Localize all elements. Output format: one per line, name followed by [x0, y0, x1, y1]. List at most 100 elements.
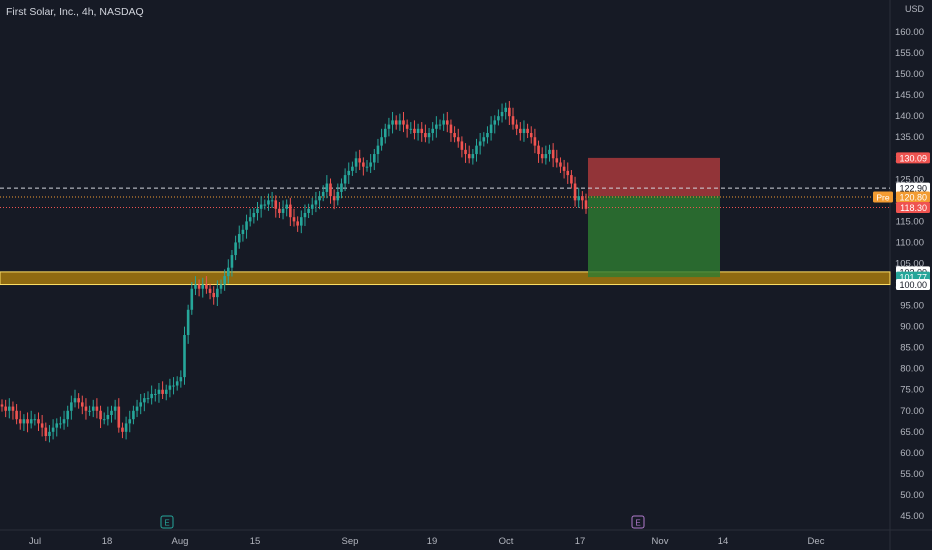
candle[interactable]	[164, 389, 168, 394]
candle[interactable]	[66, 410, 69, 420]
candle[interactable]	[289, 204, 292, 218]
candle[interactable]	[29, 419, 33, 424]
candle[interactable]	[515, 124, 518, 129]
candle[interactable]	[219, 284, 223, 289]
candle[interactable]	[321, 191, 325, 197]
candle[interactable]	[197, 284, 201, 289]
candle[interactable]	[456, 137, 460, 142]
candle[interactable]	[449, 124, 453, 134]
candle[interactable]	[584, 200, 588, 209]
candle[interactable]	[33, 419, 37, 421]
candle[interactable]	[208, 288, 212, 293]
candle[interactable]	[551, 149, 555, 159]
candle[interactable]	[15, 410, 18, 420]
candle[interactable]	[424, 133, 427, 138]
candle[interactable]	[394, 120, 398, 125]
candle[interactable]	[310, 204, 314, 209]
candle[interactable]	[438, 124, 442, 126]
candle[interactable]	[383, 128, 387, 138]
candle[interactable]	[194, 284, 197, 289]
candle[interactable]	[124, 423, 128, 432]
candle[interactable]	[460, 141, 464, 150]
candle[interactable]	[212, 292, 215, 298]
candle[interactable]	[81, 402, 84, 407]
candle[interactable]	[234, 242, 237, 256]
candle[interactable]	[135, 406, 139, 411]
candle[interactable]	[99, 410, 102, 420]
candle[interactable]	[559, 162, 562, 167]
candle[interactable]	[55, 423, 59, 428]
candle[interactable]	[533, 137, 537, 146]
candle[interactable]	[73, 398, 77, 403]
candle[interactable]	[303, 212, 307, 218]
candle[interactable]	[380, 137, 383, 146]
candle[interactable]	[77, 398, 80, 403]
candle[interactable]	[48, 431, 51, 437]
candle[interactable]	[522, 128, 526, 134]
candle[interactable]	[537, 145, 540, 155]
candle[interactable]	[340, 183, 343, 192]
candle[interactable]	[22, 419, 26, 424]
support-zone[interactable]	[0, 271, 891, 286]
candle[interactable]	[110, 410, 113, 415]
candle[interactable]	[270, 200, 274, 202]
candle[interactable]	[329, 183, 332, 197]
candle[interactable]	[241, 229, 245, 235]
candle[interactable]	[102, 419, 106, 421]
candle[interactable]	[230, 255, 234, 268]
candle[interactable]	[11, 406, 15, 411]
candle[interactable]	[245, 221, 248, 230]
candle[interactable]	[453, 133, 456, 138]
earnings-marker[interactable]	[631, 515, 645, 529]
candle[interactable]	[183, 335, 186, 378]
candle[interactable]	[413, 128, 416, 134]
candle[interactable]	[161, 389, 164, 394]
candle[interactable]	[391, 120, 394, 125]
candle[interactable]	[186, 309, 190, 336]
candle[interactable]	[179, 377, 183, 382]
candle[interactable]	[139, 402, 142, 407]
candle[interactable]	[478, 141, 482, 146]
candle[interactable]	[256, 208, 259, 213]
candle[interactable]	[267, 200, 270, 205]
candle[interactable]	[562, 166, 566, 171]
candle[interactable]	[365, 166, 369, 168]
candle[interactable]	[8, 406, 11, 411]
candle[interactable]	[285, 204, 288, 209]
candle[interactable]	[168, 385, 172, 390]
candle[interactable]	[475, 145, 478, 155]
candle[interactable]	[486, 133, 489, 138]
candle[interactable]	[190, 288, 194, 310]
candle[interactable]	[398, 120, 402, 125]
candle[interactable]	[300, 217, 303, 226]
candle[interactable]	[201, 284, 205, 289]
candle[interactable]	[500, 111, 504, 117]
candle[interactable]	[362, 162, 365, 167]
candle[interactable]	[237, 234, 241, 243]
candle[interactable]	[420, 128, 424, 134]
candle[interactable]	[332, 196, 336, 201]
candle[interactable]	[544, 154, 548, 159]
candle[interactable]	[416, 128, 420, 134]
candle[interactable]	[343, 175, 347, 184]
candle[interactable]	[471, 154, 475, 159]
candle[interactable]	[175, 381, 179, 386]
candle[interactable]	[51, 427, 55, 432]
candle[interactable]	[128, 419, 132, 424]
candle[interactable]	[347, 170, 351, 176]
candle[interactable]	[205, 284, 208, 289]
candle[interactable]	[62, 419, 66, 424]
candle[interactable]	[519, 128, 522, 134]
candle[interactable]	[44, 427, 48, 437]
candle[interactable]	[358, 158, 361, 163]
candle[interactable]	[442, 120, 445, 125]
candle[interactable]	[70, 402, 73, 411]
candle[interactable]	[91, 406, 95, 411]
candle[interactable]	[376, 145, 380, 155]
candle[interactable]	[566, 170, 570, 176]
candle[interactable]	[37, 419, 40, 424]
candle[interactable]	[95, 406, 99, 411]
candle[interactable]	[113, 406, 117, 411]
candle[interactable]	[314, 200, 318, 205]
